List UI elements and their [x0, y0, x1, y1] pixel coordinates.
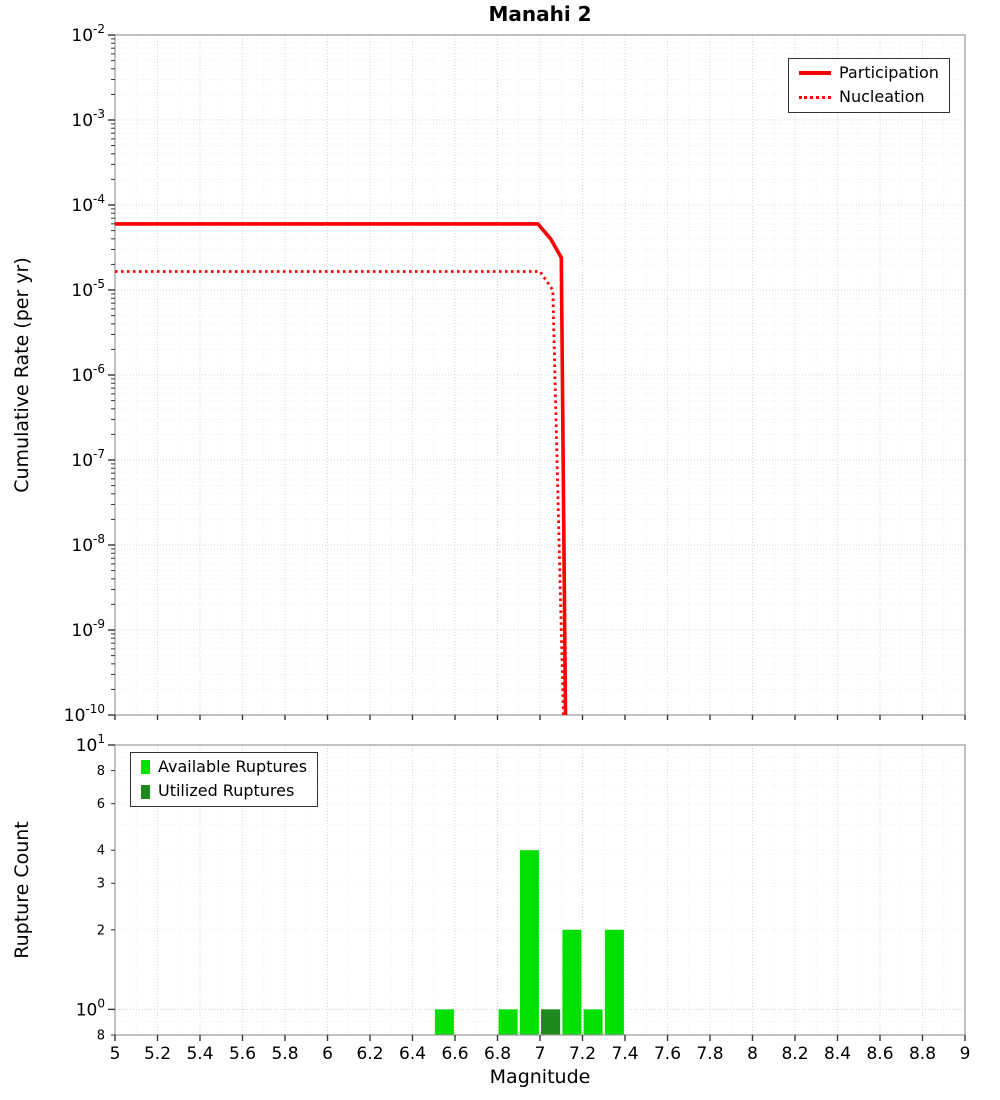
- top-y-axis-label: Cumulative Rate (per yr): [11, 257, 33, 493]
- svg-text:7.4: 7.4: [611, 1044, 638, 1064]
- svg-text:8: 8: [97, 1029, 105, 1044]
- participation-line: [115, 222, 568, 716]
- svg-text:8.2: 8.2: [781, 1044, 808, 1064]
- svg-text:10-4: 10-4: [71, 192, 105, 216]
- svg-text:10-10: 10-10: [64, 702, 105, 726]
- svg-text:8.6: 8.6: [866, 1044, 893, 1064]
- available-ruptures-swatch: [141, 760, 150, 775]
- svg-text:5.6: 5.6: [229, 1044, 256, 1064]
- svg-text:5.8: 5.8: [271, 1044, 298, 1064]
- legend-label-participation: Participation: [839, 63, 939, 82]
- nucleation-line: [115, 270, 565, 716]
- svg-text:6: 6: [97, 797, 105, 812]
- legend-label-utilized-ruptures: Utilized Ruptures: [158, 781, 295, 801]
- svg-text:10-9: 10-9: [71, 617, 105, 641]
- svg-text:5: 5: [110, 1044, 121, 1064]
- svg-text:7.2: 7.2: [569, 1044, 596, 1064]
- rupture-bar: [434, 1009, 454, 1035]
- svg-text:7.6: 7.6: [654, 1044, 681, 1064]
- svg-text:6.6: 6.6: [441, 1044, 468, 1064]
- legend-label-nucleation: Nucleation: [839, 87, 925, 107]
- svg-text:101: 101: [76, 732, 105, 756]
- svg-text:7: 7: [535, 1044, 546, 1064]
- utilized-ruptures-bars: [541, 1009, 561, 1035]
- available-ruptures-bars: [434, 850, 624, 1035]
- svg-text:10-2: 10-2: [71, 22, 105, 46]
- participation-line-swatch: [799, 71, 831, 76]
- svg-text:8: 8: [97, 764, 105, 779]
- bottom-y-axis-label: Rupture Count: [11, 821, 33, 959]
- svg-text:8: 8: [747, 1044, 758, 1064]
- svg-text:5.4: 5.4: [186, 1044, 213, 1064]
- figure-title: Manahi 2: [488, 2, 592, 26]
- svg-text:6: 6: [322, 1044, 333, 1064]
- top-plot: 10-2 10-3 10-4 10-5 10-6 10-7 10-8 10-9 10-10: [64, 22, 966, 726]
- legend-item-nucleation: Nucleation: [799, 87, 939, 107]
- svg-text:8.4: 8.4: [824, 1044, 851, 1064]
- svg-text:10-3: 10-3: [71, 107, 105, 131]
- svg-text:3: 3: [97, 877, 105, 892]
- legend-item-available-ruptures: Available Ruptures: [141, 757, 308, 776]
- svg-text:10-8: 10-8: [71, 532, 105, 556]
- rupture-bar: [562, 929, 582, 1035]
- legend-item-utilized-ruptures: Utilized Ruptures: [141, 781, 307, 801]
- bottom-legend: Available Ruptures Utilized Ruptures: [130, 752, 319, 807]
- svg-text:10-7: 10-7: [71, 447, 105, 471]
- rupture-bar: [541, 1009, 561, 1035]
- rupture-bar: [583, 1009, 603, 1035]
- svg-text:8.8: 8.8: [909, 1044, 936, 1064]
- legend-item-participation: Participation: [799, 63, 939, 82]
- svg-text:100: 100: [76, 996, 105, 1020]
- utilized-ruptures-swatch: [141, 784, 150, 799]
- legend-label-available-ruptures: Available Ruptures: [158, 757, 308, 776]
- rupture-bar: [498, 1009, 518, 1035]
- svg-text:10-6: 10-6: [71, 362, 105, 386]
- svg-text:4: 4: [97, 844, 105, 859]
- svg-text:6.4: 6.4: [399, 1044, 426, 1064]
- rupture-bar: [519, 850, 539, 1035]
- svg-text:9: 9: [960, 1044, 971, 1064]
- x-axis-label: Magnitude: [489, 1066, 591, 1088]
- svg-text:10-5: 10-5: [71, 277, 105, 301]
- svg-text:6.8: 6.8: [484, 1044, 511, 1064]
- svg-text:6.2: 6.2: [356, 1044, 383, 1064]
- nucleation-line-swatch: [799, 96, 831, 100]
- svg-text:5.2: 5.2: [144, 1044, 171, 1064]
- svg-text:2: 2: [97, 923, 105, 938]
- rupture-bar: [604, 929, 624, 1035]
- top-legend: Participation Nucleation: [788, 58, 950, 113]
- svg-text:7.8: 7.8: [696, 1044, 723, 1064]
